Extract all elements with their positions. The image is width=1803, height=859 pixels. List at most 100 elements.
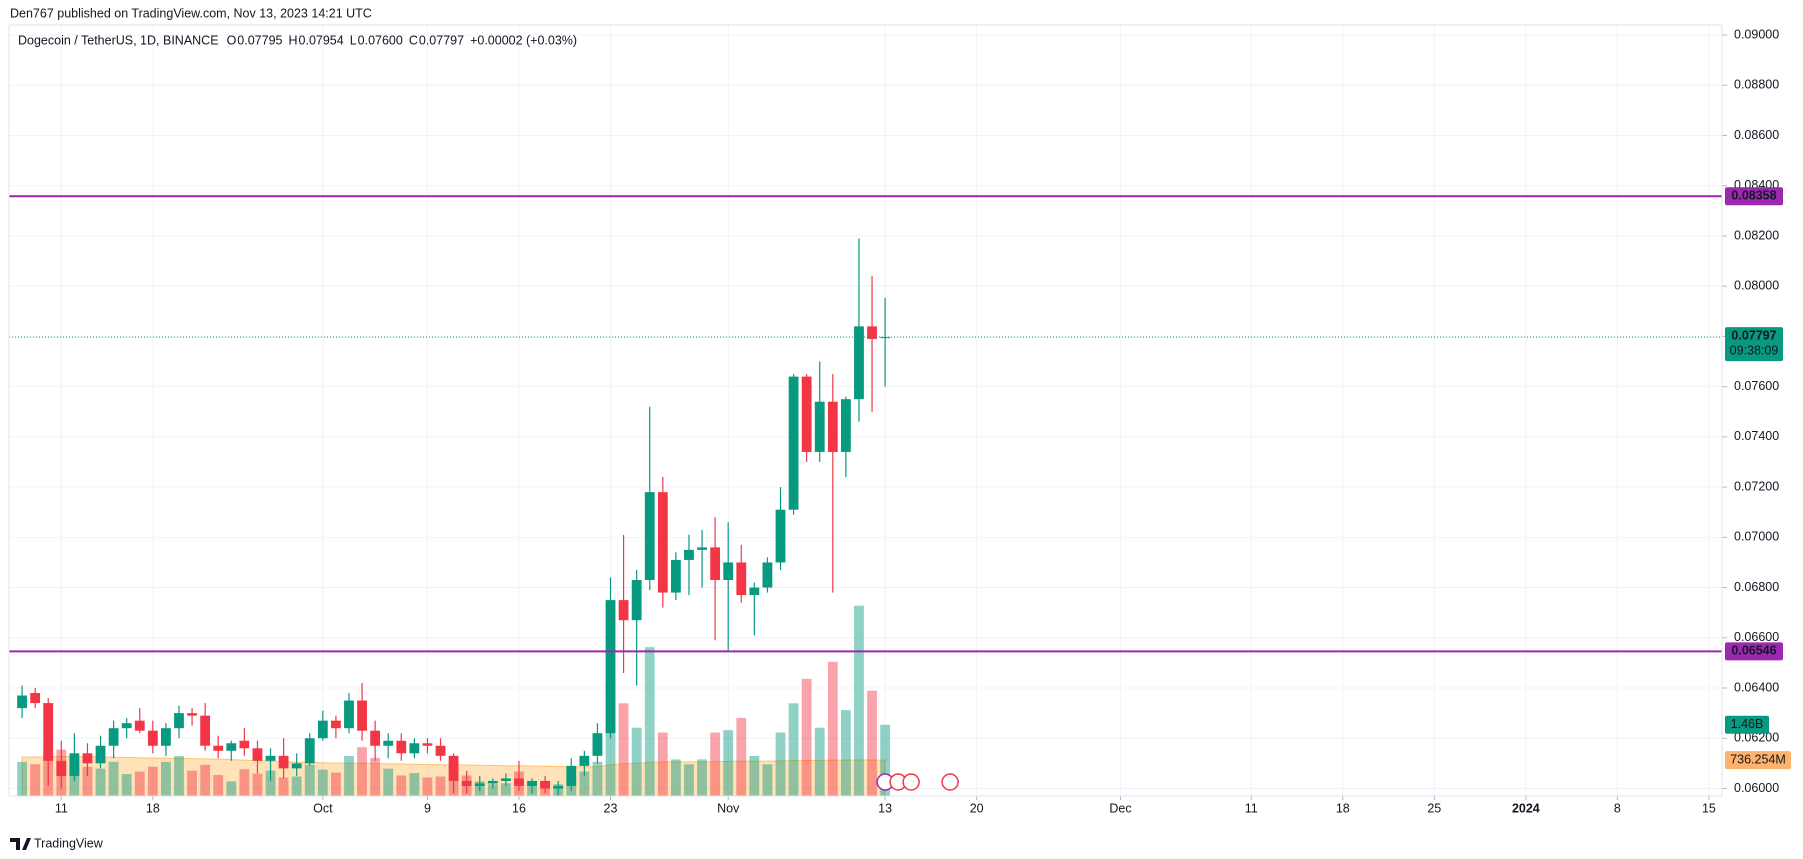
x-tick-label: 15: [1702, 801, 1716, 815]
candle-body: [801, 376, 812, 452]
countdown: 09:38:09: [1730, 343, 1779, 357]
candle-body: [736, 562, 747, 596]
volume-bar: [814, 727, 825, 796]
x-tick-label: Nov: [717, 801, 740, 815]
candle-body: [579, 755, 590, 766]
candle-body: [854, 326, 864, 400]
volume-bar: [670, 759, 681, 796]
candle-body: [161, 728, 171, 746]
volume-bar: [161, 761, 171, 796]
price-label: 0.07797: [1731, 328, 1776, 342]
candle-body: [174, 713, 184, 729]
candle-body: [527, 780, 537, 786]
legend-value: 0.07795: [237, 33, 282, 47]
candle-body: [710, 547, 721, 581]
candle-body: [474, 783, 485, 786]
level-label-box: [1725, 642, 1783, 661]
candle-body: [749, 587, 760, 596]
volume-bar: [17, 761, 27, 796]
candle-body: [69, 753, 80, 776]
candle-body: [344, 700, 354, 729]
y-tick-label: 0.06400: [1734, 680, 1779, 694]
candle-body: [252, 748, 263, 761]
y-tick-label: 0.07200: [1734, 479, 1779, 493]
candle-body: [331, 720, 341, 729]
candle-body: [723, 562, 734, 581]
candle-body: [134, 720, 145, 731]
volume-bar: [134, 771, 145, 796]
volume-bar: [304, 764, 315, 796]
volume-bar: [121, 774, 132, 796]
y-tick-label: 0.08800: [1734, 78, 1779, 92]
candle-body: [657, 492, 668, 593]
volume-label: 1.46B: [1731, 717, 1764, 731]
x-tick-label: 11: [1245, 801, 1258, 815]
volume-bar: [801, 678, 812, 796]
candle-body: [867, 326, 877, 339]
volume-bar: [265, 770, 276, 796]
candle-body: [788, 376, 799, 510]
x-tick-label: 13: [878, 801, 892, 815]
candle-body: [383, 740, 394, 746]
x-tick-label: 16: [512, 801, 526, 815]
volume-bar: [370, 757, 381, 796]
y-tick-label: 0.08600: [1734, 128, 1779, 142]
candle-body: [265, 755, 276, 761]
legend-value: 0.07600: [358, 33, 403, 47]
volume-ma-label: 736.254M: [1730, 752, 1786, 766]
volume-bar: [762, 764, 773, 796]
candle-body: [226, 743, 237, 751]
volume-bar: [226, 781, 237, 796]
candle-body: [30, 693, 41, 704]
x-tick-label: 18: [146, 801, 160, 815]
candle-body: [409, 743, 420, 754]
candle-body: [435, 745, 446, 756]
volume-bar: [357, 747, 367, 796]
candle-body: [461, 780, 472, 786]
candle-body: [448, 755, 459, 781]
volume-bar: [788, 703, 799, 796]
candles: [17, 238, 891, 796]
candle-body: [827, 401, 838, 452]
footer: TradingView: [34, 836, 104, 850]
volume-bar: [278, 777, 289, 796]
candle-body: [370, 730, 381, 746]
candle-body: [17, 695, 27, 709]
candle-body: [422, 743, 433, 746]
candle-body: [200, 715, 211, 746]
x-tick-label: 9: [424, 801, 431, 815]
volume-bar: [854, 605, 864, 796]
candle-body: [670, 559, 681, 593]
event-marker: [941, 773, 959, 791]
x-tick-label: 23: [604, 801, 618, 815]
volume-bar: [618, 703, 629, 796]
y-tick-label: 0.06800: [1734, 580, 1779, 594]
y-tick-label: 0.06200: [1734, 731, 1779, 745]
volume-bar: [213, 775, 224, 796]
y-tick-label: 0.07600: [1734, 379, 1779, 393]
volume-bar: [187, 770, 197, 796]
volume-bar: [344, 755, 354, 796]
x-tick-label: 11: [55, 801, 68, 815]
volume-bar: [239, 769, 250, 796]
candle-body: [304, 738, 315, 764]
volume-bar: [631, 727, 642, 796]
volume-bar: [867, 690, 877, 796]
candle-body: [95, 745, 106, 764]
x-tick-label: 25: [1427, 801, 1441, 815]
y-tick-label: 0.06600: [1734, 630, 1779, 644]
level-label-box: [1725, 187, 1783, 206]
tradingview-logo: TradingView: [10, 836, 104, 850]
volume-label-box: [1725, 715, 1769, 734]
candle-body: [840, 399, 851, 452]
volume-ma-label-box: [1725, 751, 1791, 770]
volume-bar: [736, 717, 747, 796]
candle-body: [108, 728, 119, 746]
volume-bar: [880, 724, 891, 796]
legend-title: Dogecoin / TetherUS, 1D, BINANCE: [18, 33, 219, 47]
volume-bar: [291, 776, 302, 796]
candle-body: [43, 703, 54, 761]
volume-bar: [723, 730, 734, 796]
